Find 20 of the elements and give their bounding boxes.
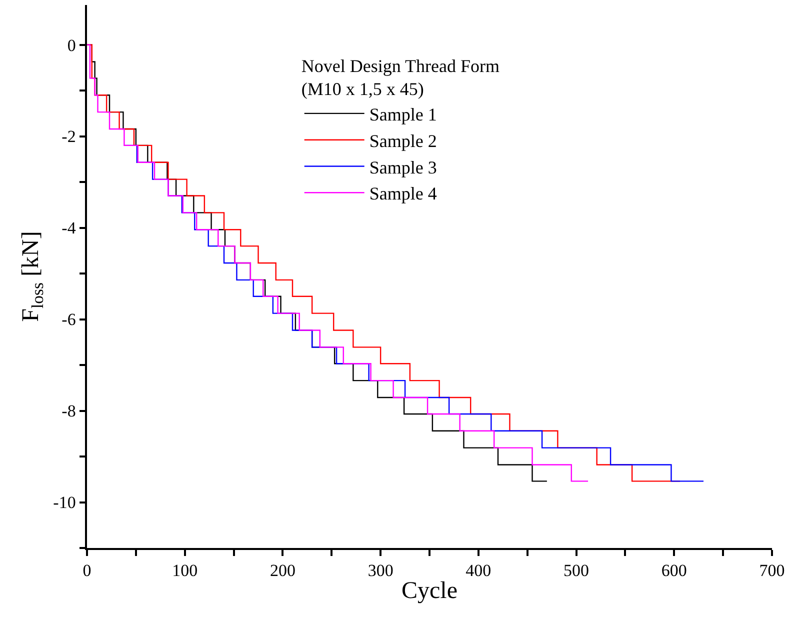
x-tick-label: 600 <box>661 561 687 580</box>
x-tick-label: 700 <box>759 561 785 580</box>
x-tick-label: 0 <box>82 561 92 580</box>
legend-label: Sample 1 <box>369 104 437 124</box>
y-tick-label: -2 <box>62 127 76 146</box>
x-tick-label: 200 <box>270 561 296 580</box>
legend-title: Novel Design Thread Form (M10 x 1,5 x 45) <box>301 56 500 100</box>
x-tick-label: 400 <box>466 561 492 580</box>
y-tick-label: -10 <box>53 493 76 512</box>
legend-label: Sample 3 <box>369 157 437 178</box>
y-tick-label: 0 <box>67 36 76 55</box>
y-tick-label: -8 <box>62 402 76 421</box>
x-tick-label: 500 <box>564 561 590 580</box>
x-tick-label: 100 <box>172 561 198 580</box>
legend-label: Sample 2 <box>369 130 437 151</box>
x-axis-title: Cycle <box>402 578 458 604</box>
y-tick-label: -6 <box>62 310 76 330</box>
legend-label: Sample 4 <box>369 184 437 204</box>
y-tick-label: -4 <box>62 218 76 238</box>
x-tick-label: 300 <box>368 561 394 580</box>
